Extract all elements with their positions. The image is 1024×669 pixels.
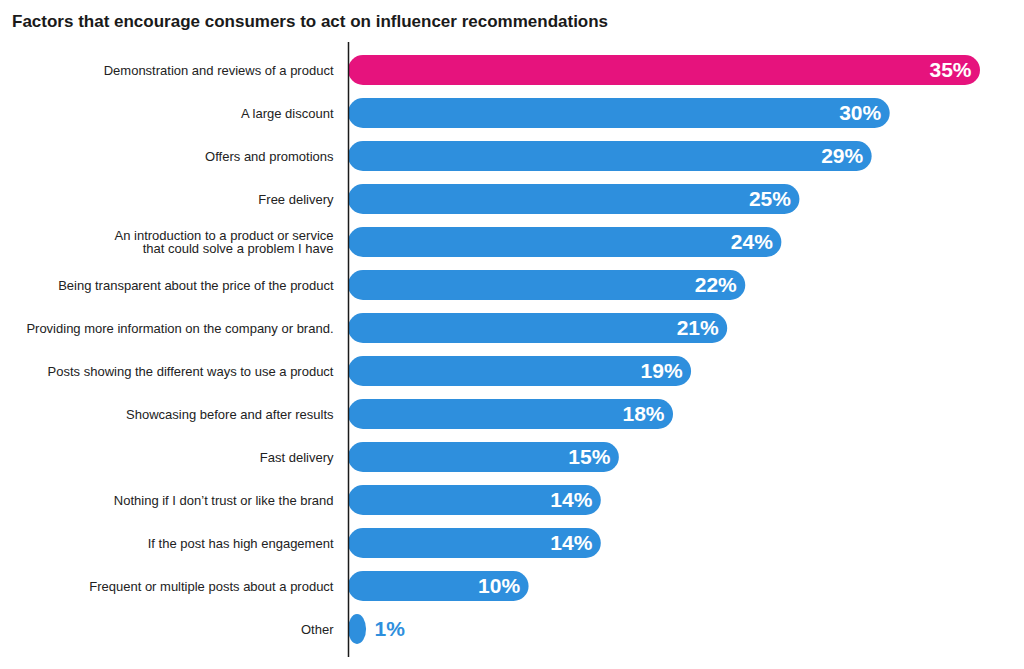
- svg-text:Other: Other: [301, 622, 334, 637]
- svg-text:15%: 15%: [568, 445, 610, 468]
- svg-text:18%: 18%: [622, 402, 664, 425]
- svg-text:A large discount: A large discount: [241, 106, 334, 121]
- svg-text:Free delivery: Free delivery: [258, 192, 334, 207]
- svg-text:Showcasing before and after re: Showcasing before and after results: [126, 407, 334, 422]
- svg-text:25%: 25%: [749, 187, 791, 210]
- svg-text:Demonstration and reviews of a: Demonstration and reviews of a product: [104, 63, 334, 78]
- svg-text:24%: 24%: [731, 230, 773, 253]
- svg-text:Providing more information on: Providing more information on the compan…: [26, 321, 333, 336]
- svg-text:29%: 29%: [821, 144, 863, 167]
- svg-text:Being transparent about the pr: Being transparent about the price of the…: [58, 278, 334, 293]
- svg-text:Posts showing the different wa: Posts showing the different ways to use …: [48, 364, 334, 379]
- svg-text:An introduction to a product o: An introduction to a product or servicet…: [115, 228, 334, 256]
- svg-text:14%: 14%: [550, 531, 592, 554]
- svg-text:If the post has high engagemen: If the post has high engagement: [148, 536, 334, 551]
- html-text:Factors that encourage consume: Factors that encourage consumers to act …: [12, 12, 609, 31]
- svg-text:21%: 21%: [677, 316, 719, 339]
- svg-text:Nothing if I don’t trust or li: Nothing if I don’t trust or like the bra…: [114, 493, 334, 508]
- svg-text:14%: 14%: [550, 488, 592, 511]
- svg-text:19%: 19%: [641, 359, 683, 382]
- svg-text:1%: 1%: [375, 617, 406, 640]
- svg-text:Fast delivery: Fast delivery: [260, 450, 334, 465]
- svg-text:30%: 30%: [839, 101, 881, 124]
- svg-text:Frequent or multiple posts abo: Frequent or multiple posts about a produ…: [89, 579, 334, 594]
- svg-text:35%: 35%: [929, 58, 971, 81]
- svg-text:22%: 22%: [695, 273, 737, 296]
- svg-text:Offers and promotions: Offers and promotions: [205, 149, 334, 164]
- svg-text:10%: 10%: [478, 574, 520, 597]
